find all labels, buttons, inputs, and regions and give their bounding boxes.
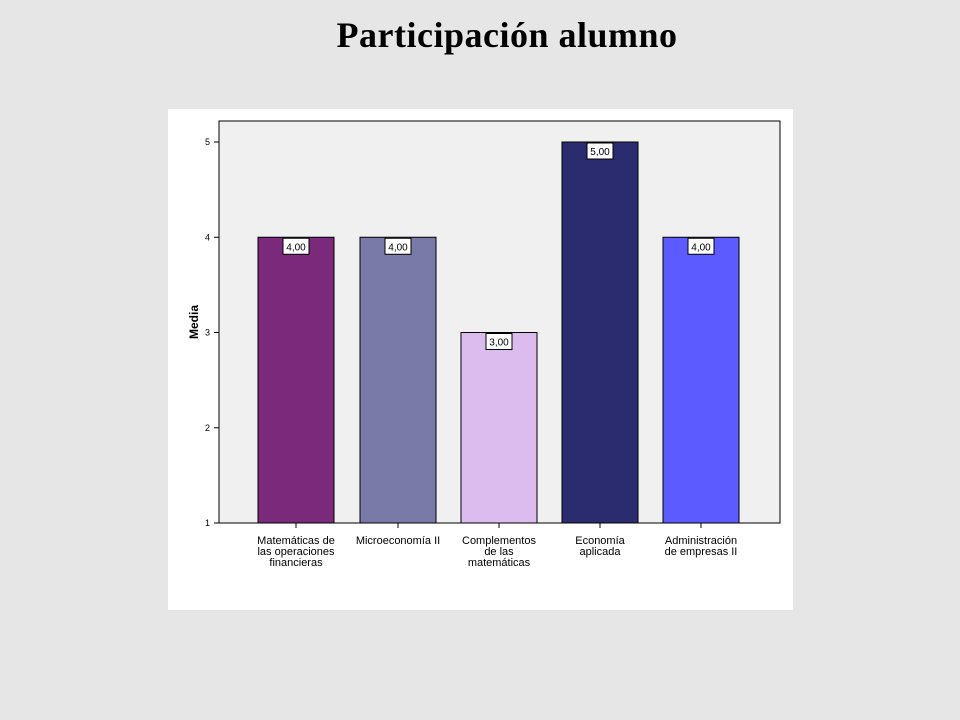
data-labels: 4,00 4,00 3,00 5,00 4,00 <box>282 142 715 350</box>
bars <box>257 141 740 524</box>
data-label: 4,00 <box>286 242 306 253</box>
x-tick-label: Economía aplicada <box>575 535 625 558</box>
data-label: 3,00 <box>489 338 509 349</box>
x-tick-label: Microeconomía II <box>356 535 440 547</box>
slide-title: Participación alumno <box>336 15 678 55</box>
y-tick-label: 3 <box>205 328 210 338</box>
bar <box>662 236 740 524</box>
data-label-box <box>384 237 412 255</box>
y-axis: 1 2 3 4 5 <box>205 137 219 528</box>
x-axis: Matemáticas de las operaciones financieras… <box>257 523 737 569</box>
data-label: 5,00 <box>590 147 610 158</box>
x-tick-label: Matemáticas de las operaciones financieras <box>257 535 335 569</box>
y-axis-label: Media <box>187 305 201 339</box>
bar <box>561 141 639 524</box>
data-label: 4,00 <box>388 242 408 253</box>
bar <box>257 236 335 524</box>
data-label-box <box>485 333 513 350</box>
bar-chart: 1 2 3 4 5 4,00 4,00 3,00 5,00 4,00 Matemáticas d… <box>187 120 781 569</box>
y-tick-label: 2 <box>205 423 210 433</box>
y-tick-label: 4 <box>205 232 210 242</box>
x-tick-label: Complementos de las matemáticas <box>462 535 536 569</box>
y-tick-label: 1 <box>205 518 210 528</box>
x-tick-label: Administración de empresas II <box>665 535 738 558</box>
y-tick-label: 5 <box>205 137 210 147</box>
bar <box>359 236 437 524</box>
data-label-box <box>282 237 310 255</box>
data-label: 4,00 <box>691 242 711 253</box>
data-label-box <box>687 237 715 255</box>
chart-panel: 1 2 3 4 5 4,00 4,00 3,00 5,00 4,00 Matemáticas d… <box>168 109 793 610</box>
bar <box>460 332 538 524</box>
data-label-box <box>586 142 614 160</box>
